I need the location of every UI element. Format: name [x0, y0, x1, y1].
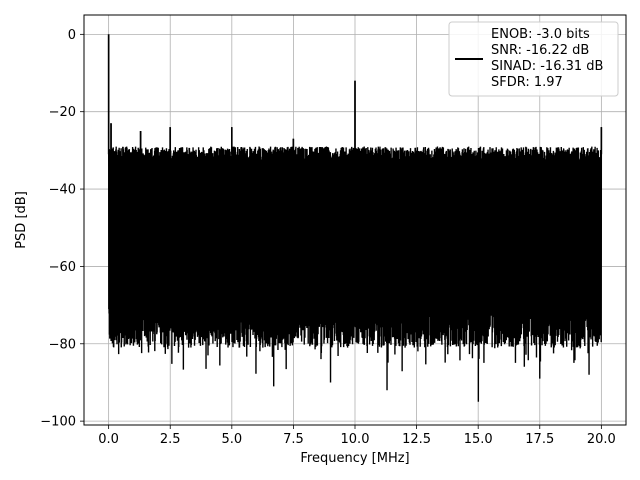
x-tick-label: 15.0	[464, 432, 493, 447]
y-tick-label: 0	[68, 28, 76, 43]
y-tick-label: −20	[49, 105, 76, 120]
legend-sfdr: SFDR: 1.97	[491, 75, 563, 90]
x-tick-label: 0.0	[98, 432, 119, 447]
x-tick-label: 10.0	[341, 432, 370, 447]
y-tick-label: −40	[49, 183, 76, 198]
x-axis-label: Frequency [MHz]	[300, 451, 409, 466]
y-axis-label: PSD [dB]	[14, 191, 29, 249]
legend: ENOB: -3.0 bits SNR: -16.22 dB SINAD: -1…	[448, 21, 619, 97]
legend-box	[448, 21, 619, 97]
x-tick-label: 2.5	[160, 432, 181, 447]
x-tick-label: 7.5	[283, 432, 304, 447]
y-tick-label: −60	[49, 260, 76, 275]
x-tick-label: 17.5	[525, 432, 554, 447]
data-series	[107, 34, 603, 402]
legend-sinad: SINAD: -16.31 dB	[491, 59, 603, 74]
y-tick-label: −100	[40, 415, 76, 430]
legend-snr: SNR: -16.22 dB	[491, 43, 589, 58]
y-tick-label: −80	[49, 337, 76, 352]
x-tick-label: 5.0	[221, 432, 242, 447]
x-tick-label: 20.0	[587, 432, 616, 447]
legend-enob: ENOB: -3.0 bits	[491, 27, 590, 42]
x-tick-label: 12.5	[402, 432, 431, 447]
psd-series-line	[107, 34, 603, 402]
axis-ticks: 0.0 2.5 5.0 7.5 10.0 12.5 15.0 17.5 20.0 0 −20 −40 −…	[40, 28, 616, 447]
